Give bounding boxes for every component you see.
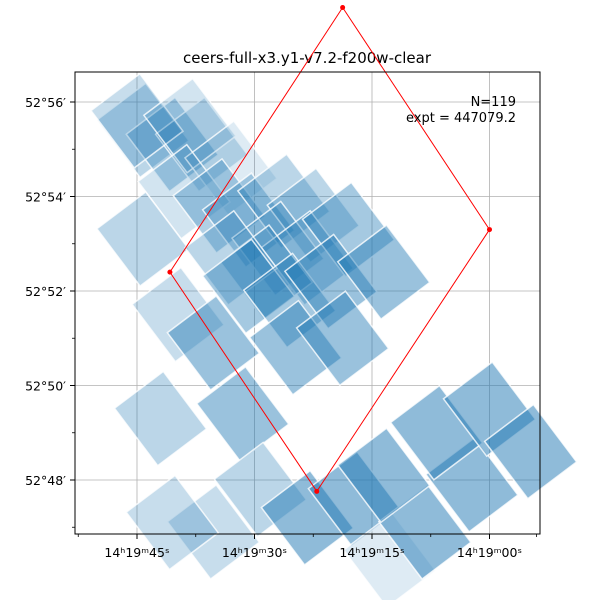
plot-area: 14ʰ19ᵐ45ˢ 14ʰ19ᵐ30ˢ 14ʰ19ᵐ15ˢ 14ʰ19ᵐ00ˢ 52°4…: [25, 5, 578, 600]
outline-vertex: [340, 5, 346, 10]
footprint: [242, 252, 337, 349]
footprint: [95, 190, 190, 288]
outline-vertex: [167, 269, 173, 275]
y-tick-label: 52°48′: [25, 473, 66, 488]
footprint: [336, 427, 431, 524]
footprint: [166, 294, 261, 392]
footprint: [230, 200, 326, 297]
x-tick-label: 14ʰ19ᵐ30ˢ: [222, 545, 287, 560]
outline: [167, 5, 492, 494]
footprint: [172, 157, 267, 255]
footprint: [183, 209, 279, 307]
y-tick-label: 52°54′: [25, 190, 66, 205]
footprint: [113, 370, 208, 467]
plot-frame: [74, 71, 541, 535]
footprint: [142, 77, 237, 174]
outline-vertex: [487, 227, 492, 233]
y-tick-label: 52°56′: [25, 95, 66, 110]
footprint: [248, 299, 343, 396]
footprint: [201, 172, 296, 269]
footprint: [195, 365, 290, 462]
footprint: [336, 223, 431, 321]
footprint: [95, 82, 190, 179]
footprints: [89, 72, 578, 600]
x-tick-label: 14ʰ19ᵐ15ˢ: [339, 545, 404, 560]
footprint: [125, 96, 220, 193]
footprint: [183, 120, 279, 217]
footprint: [260, 209, 355, 307]
footprint: [125, 474, 220, 571]
footprint: [301, 181, 396, 278]
ticks: 14ʰ19ᵐ45ˢ 14ʰ19ᵐ30ˢ 14ʰ19ᵐ15ˢ 14ʰ19ᵐ00ˢ 52°4…: [25, 95, 537, 560]
outline-vertex: [314, 488, 320, 494]
x-tick-label: 14ʰ19ᵐ45ˢ: [104, 545, 169, 560]
expt-annotation: expt = 447079.2: [406, 111, 516, 126]
footprint: [166, 483, 261, 581]
y-tick-label: 52°52′: [25, 284, 66, 299]
footprint: [131, 266, 226, 363]
x-tick-label: 14ʰ19ᵐ00ˢ: [457, 545, 522, 560]
n-annotation: N=119: [471, 95, 516, 110]
footprint: [483, 403, 578, 500]
footprint: [295, 290, 390, 387]
chart-title: ceers-full-x3.y1-v7.2-f200w-clear: [183, 49, 432, 67]
footprint: [283, 233, 378, 330]
y-tick-label: 52°50′: [25, 379, 66, 394]
